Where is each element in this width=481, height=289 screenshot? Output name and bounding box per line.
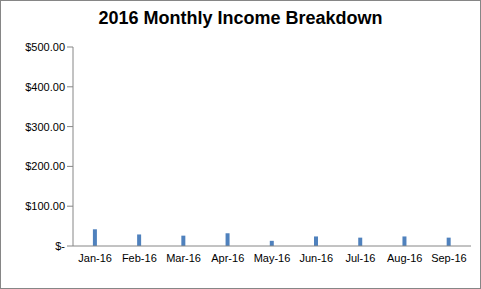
svg-text:$200.00: $200.00	[25, 160, 65, 172]
svg-text:Mar-16: Mar-16	[166, 252, 201, 264]
html-text:2016 Monthly Income Breakdown: 2016 Monthly Income Breakdown	[98, 8, 383, 28]
svg-text:Jul-16: Jul-16	[345, 252, 375, 264]
svg-text:Apr-16: Apr-16	[211, 252, 244, 264]
svg-text:$400.00: $400.00	[25, 81, 65, 93]
svg-text:Sep-16: Sep-16	[431, 252, 466, 264]
svg-text:$100.00: $100.00	[25, 200, 65, 212]
svg-text:Jan-16: Jan-16	[78, 252, 112, 264]
svg-text:$500.00: $500.00	[25, 41, 65, 53]
svg-text:May-16: May-16	[254, 252, 291, 264]
svg-text:Jun-16: Jun-16	[299, 252, 333, 264]
svg-text:$300.00: $300.00	[25, 121, 65, 133]
svg-text:Aug-16: Aug-16	[387, 252, 422, 264]
svg-text:Feb-16: Feb-16	[122, 252, 157, 264]
svg-text:$-: $-	[55, 240, 65, 252]
